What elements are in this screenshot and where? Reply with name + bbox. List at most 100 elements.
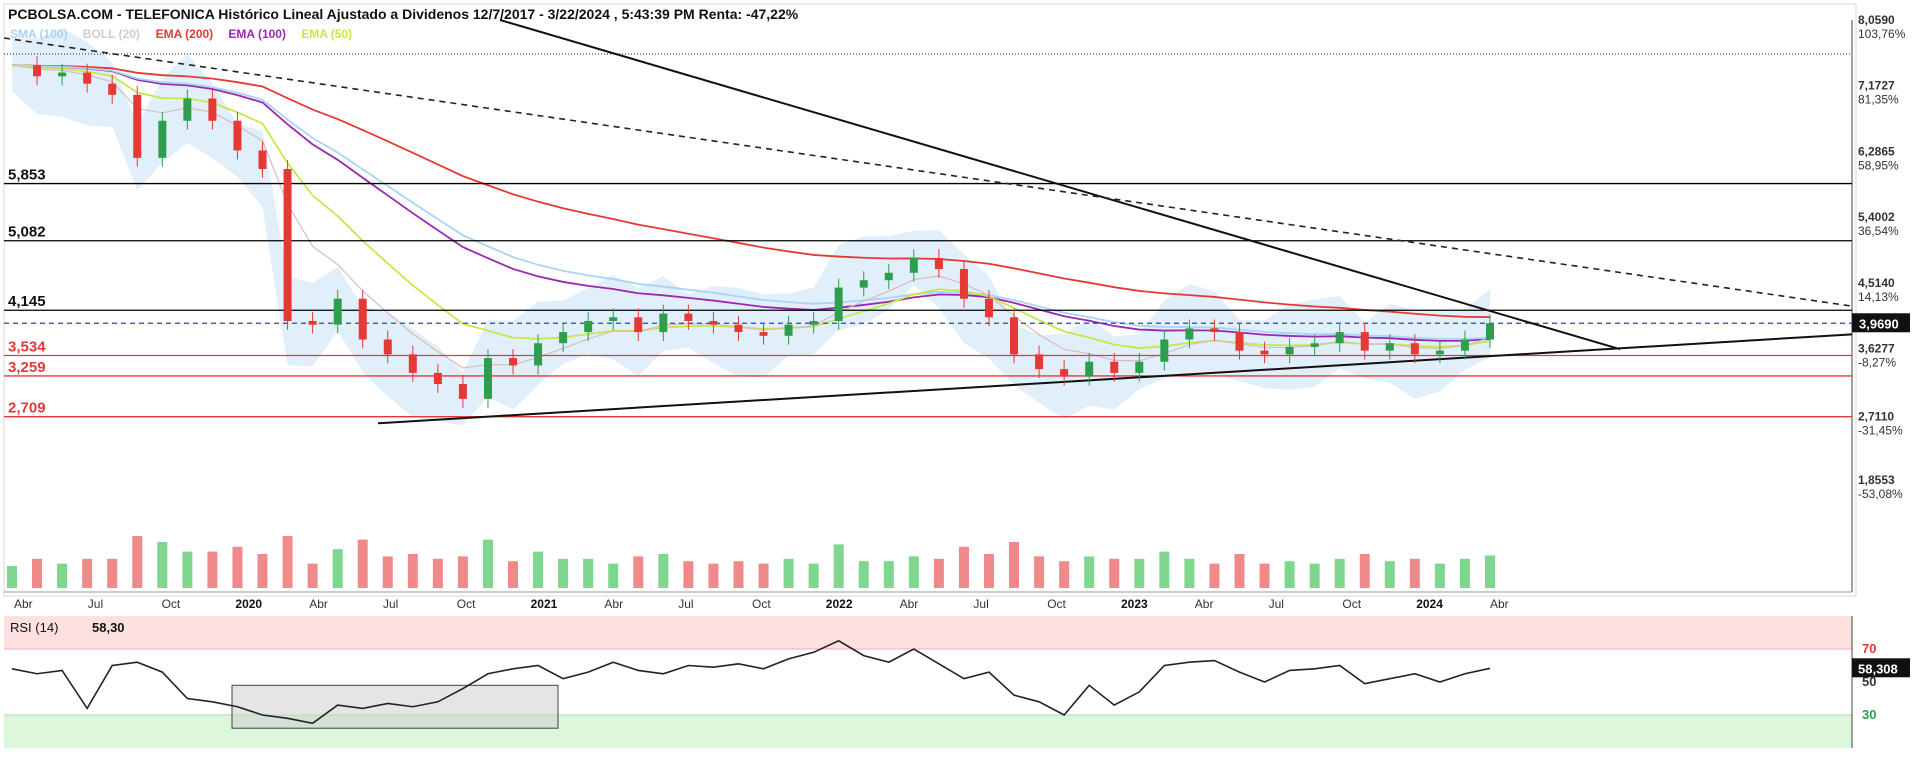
- rsi-highlight-box: [231, 684, 559, 729]
- current-price-badge: [1852, 313, 1910, 333]
- price-axis-value: 6,2865: [1858, 144, 1895, 158]
- volume-bar: [683, 561, 694, 588]
- volume-bar: [1434, 563, 1445, 588]
- rsi-overbought-zone: [4, 616, 1852, 649]
- candle-body: [934, 257, 943, 270]
- volume-bar: [482, 539, 493, 588]
- rsi-current-label: 58,308: [1858, 661, 1898, 676]
- legend-item: BOLL (20): [83, 27, 140, 41]
- ema-100-line: [11, 64, 1491, 342]
- uptrend-line: [377, 333, 1853, 425]
- candle-body: [634, 317, 643, 333]
- month-label: Abr: [1490, 597, 1509, 611]
- chart-frame: [3, 3, 1857, 597]
- price-axis-percent: 103,76%: [1858, 27, 1906, 41]
- price-axis-value: 4,5140: [1858, 276, 1895, 290]
- volume-bar: [1184, 558, 1195, 588]
- volume-bar: [307, 563, 318, 588]
- volume-bar: [182, 551, 193, 588]
- volume-bar: [1059, 561, 1070, 588]
- candle-body: [433, 372, 442, 384]
- candle-body: [609, 317, 618, 321]
- month-label: Oct: [1342, 597, 1361, 611]
- price-axis-value: 1,8553: [1858, 473, 1895, 487]
- volume-bar: [633, 556, 644, 588]
- candle-body: [258, 150, 267, 169]
- candle-body: [1035, 354, 1044, 370]
- candle-body: [1385, 343, 1394, 351]
- candle-body: [759, 332, 768, 336]
- candle-body: [1110, 361, 1119, 373]
- volume-bar: [933, 558, 944, 588]
- volume-bar: [1259, 563, 1270, 588]
- level-label: 5,853: [8, 167, 46, 184]
- volume-bar: [1034, 556, 1045, 588]
- candle-body: [158, 120, 167, 158]
- volume-bar: [132, 536, 143, 588]
- candle-body: [308, 320, 317, 325]
- candle-body: [709, 320, 718, 325]
- price-axis-value: 8,0590: [1858, 13, 1895, 27]
- candle-body: [1235, 332, 1244, 351]
- candle-body: [1410, 343, 1419, 355]
- downtrend-line: [499, 19, 1621, 351]
- rsi-tick-70: 70: [1862, 641, 1876, 656]
- legend-item: SMA (100): [10, 27, 68, 41]
- volume-bar: [282, 536, 293, 588]
- candle-body: [183, 98, 192, 121]
- year-label: 2022: [826, 597, 853, 611]
- volume-bar: [733, 561, 744, 588]
- volume-bar: [457, 556, 468, 588]
- candle-body: [1135, 361, 1144, 373]
- price-axis-value: 3,6277: [1858, 342, 1895, 356]
- level-label: 3,534: [8, 339, 46, 356]
- volume-bar: [1009, 542, 1020, 588]
- volume-bar: [883, 561, 894, 588]
- level-label: 5,082: [8, 224, 46, 241]
- month-label: Oct: [1047, 597, 1066, 611]
- volume-bar: [958, 546, 969, 588]
- volume-bar: [1209, 563, 1220, 588]
- month-label: Jul: [88, 597, 103, 611]
- boll-mid-line: [11, 64, 1491, 369]
- month-label: Abr: [1195, 597, 1214, 611]
- year-label: 2024: [1416, 597, 1443, 611]
- candle-body: [1360, 332, 1369, 351]
- price-axis-percent: 58,95%: [1858, 158, 1899, 172]
- current-price-label: 3,9690: [1859, 316, 1899, 331]
- ema-200-line: [11, 64, 1491, 319]
- volume-bar: [508, 561, 519, 588]
- volume-bar: [558, 558, 569, 588]
- month-label: Jul: [973, 597, 988, 611]
- candle-body: [1460, 339, 1469, 351]
- candle-body: [1285, 346, 1294, 355]
- volume-bar: [157, 542, 168, 588]
- rsi-tick-30: 30: [1862, 707, 1876, 722]
- candle-body: [959, 269, 968, 299]
- volume-bar: [1459, 558, 1470, 588]
- volume-bar: [1359, 554, 1370, 588]
- year-label: 2023: [1121, 597, 1148, 611]
- candle-body: [509, 358, 518, 366]
- volume-bar: [1109, 558, 1120, 588]
- candle-body: [1335, 332, 1344, 344]
- candle-body: [483, 358, 492, 399]
- volume-bar: [82, 558, 93, 588]
- candle-body: [283, 168, 292, 321]
- candle-body: [809, 320, 818, 325]
- rsi-panel: RSI (14) 58,30 70 50 30 58,308: [4, 616, 1910, 748]
- volume-bar: [407, 554, 418, 588]
- trend-lines: [3, 19, 1853, 425]
- dashed-downtrend-line: [3, 37, 1853, 307]
- candle-body: [1435, 350, 1444, 355]
- price-axis-percent: 81,35%: [1858, 93, 1899, 107]
- volume-bar: [833, 544, 844, 588]
- support-resistance-levels: 5,853 5,082 4,145 3,534 3,259 2,709: [4, 53, 1852, 418]
- bollinger-bands: [12, 28, 1490, 426]
- candle-body: [859, 280, 868, 288]
- indicator-legend: SMA (100) BOLL (20) EMA (200) EMA (100) EMA …: [10, 27, 352, 41]
- volume-bar: [608, 563, 619, 588]
- price-axis-value: 7,1727: [1858, 79, 1895, 93]
